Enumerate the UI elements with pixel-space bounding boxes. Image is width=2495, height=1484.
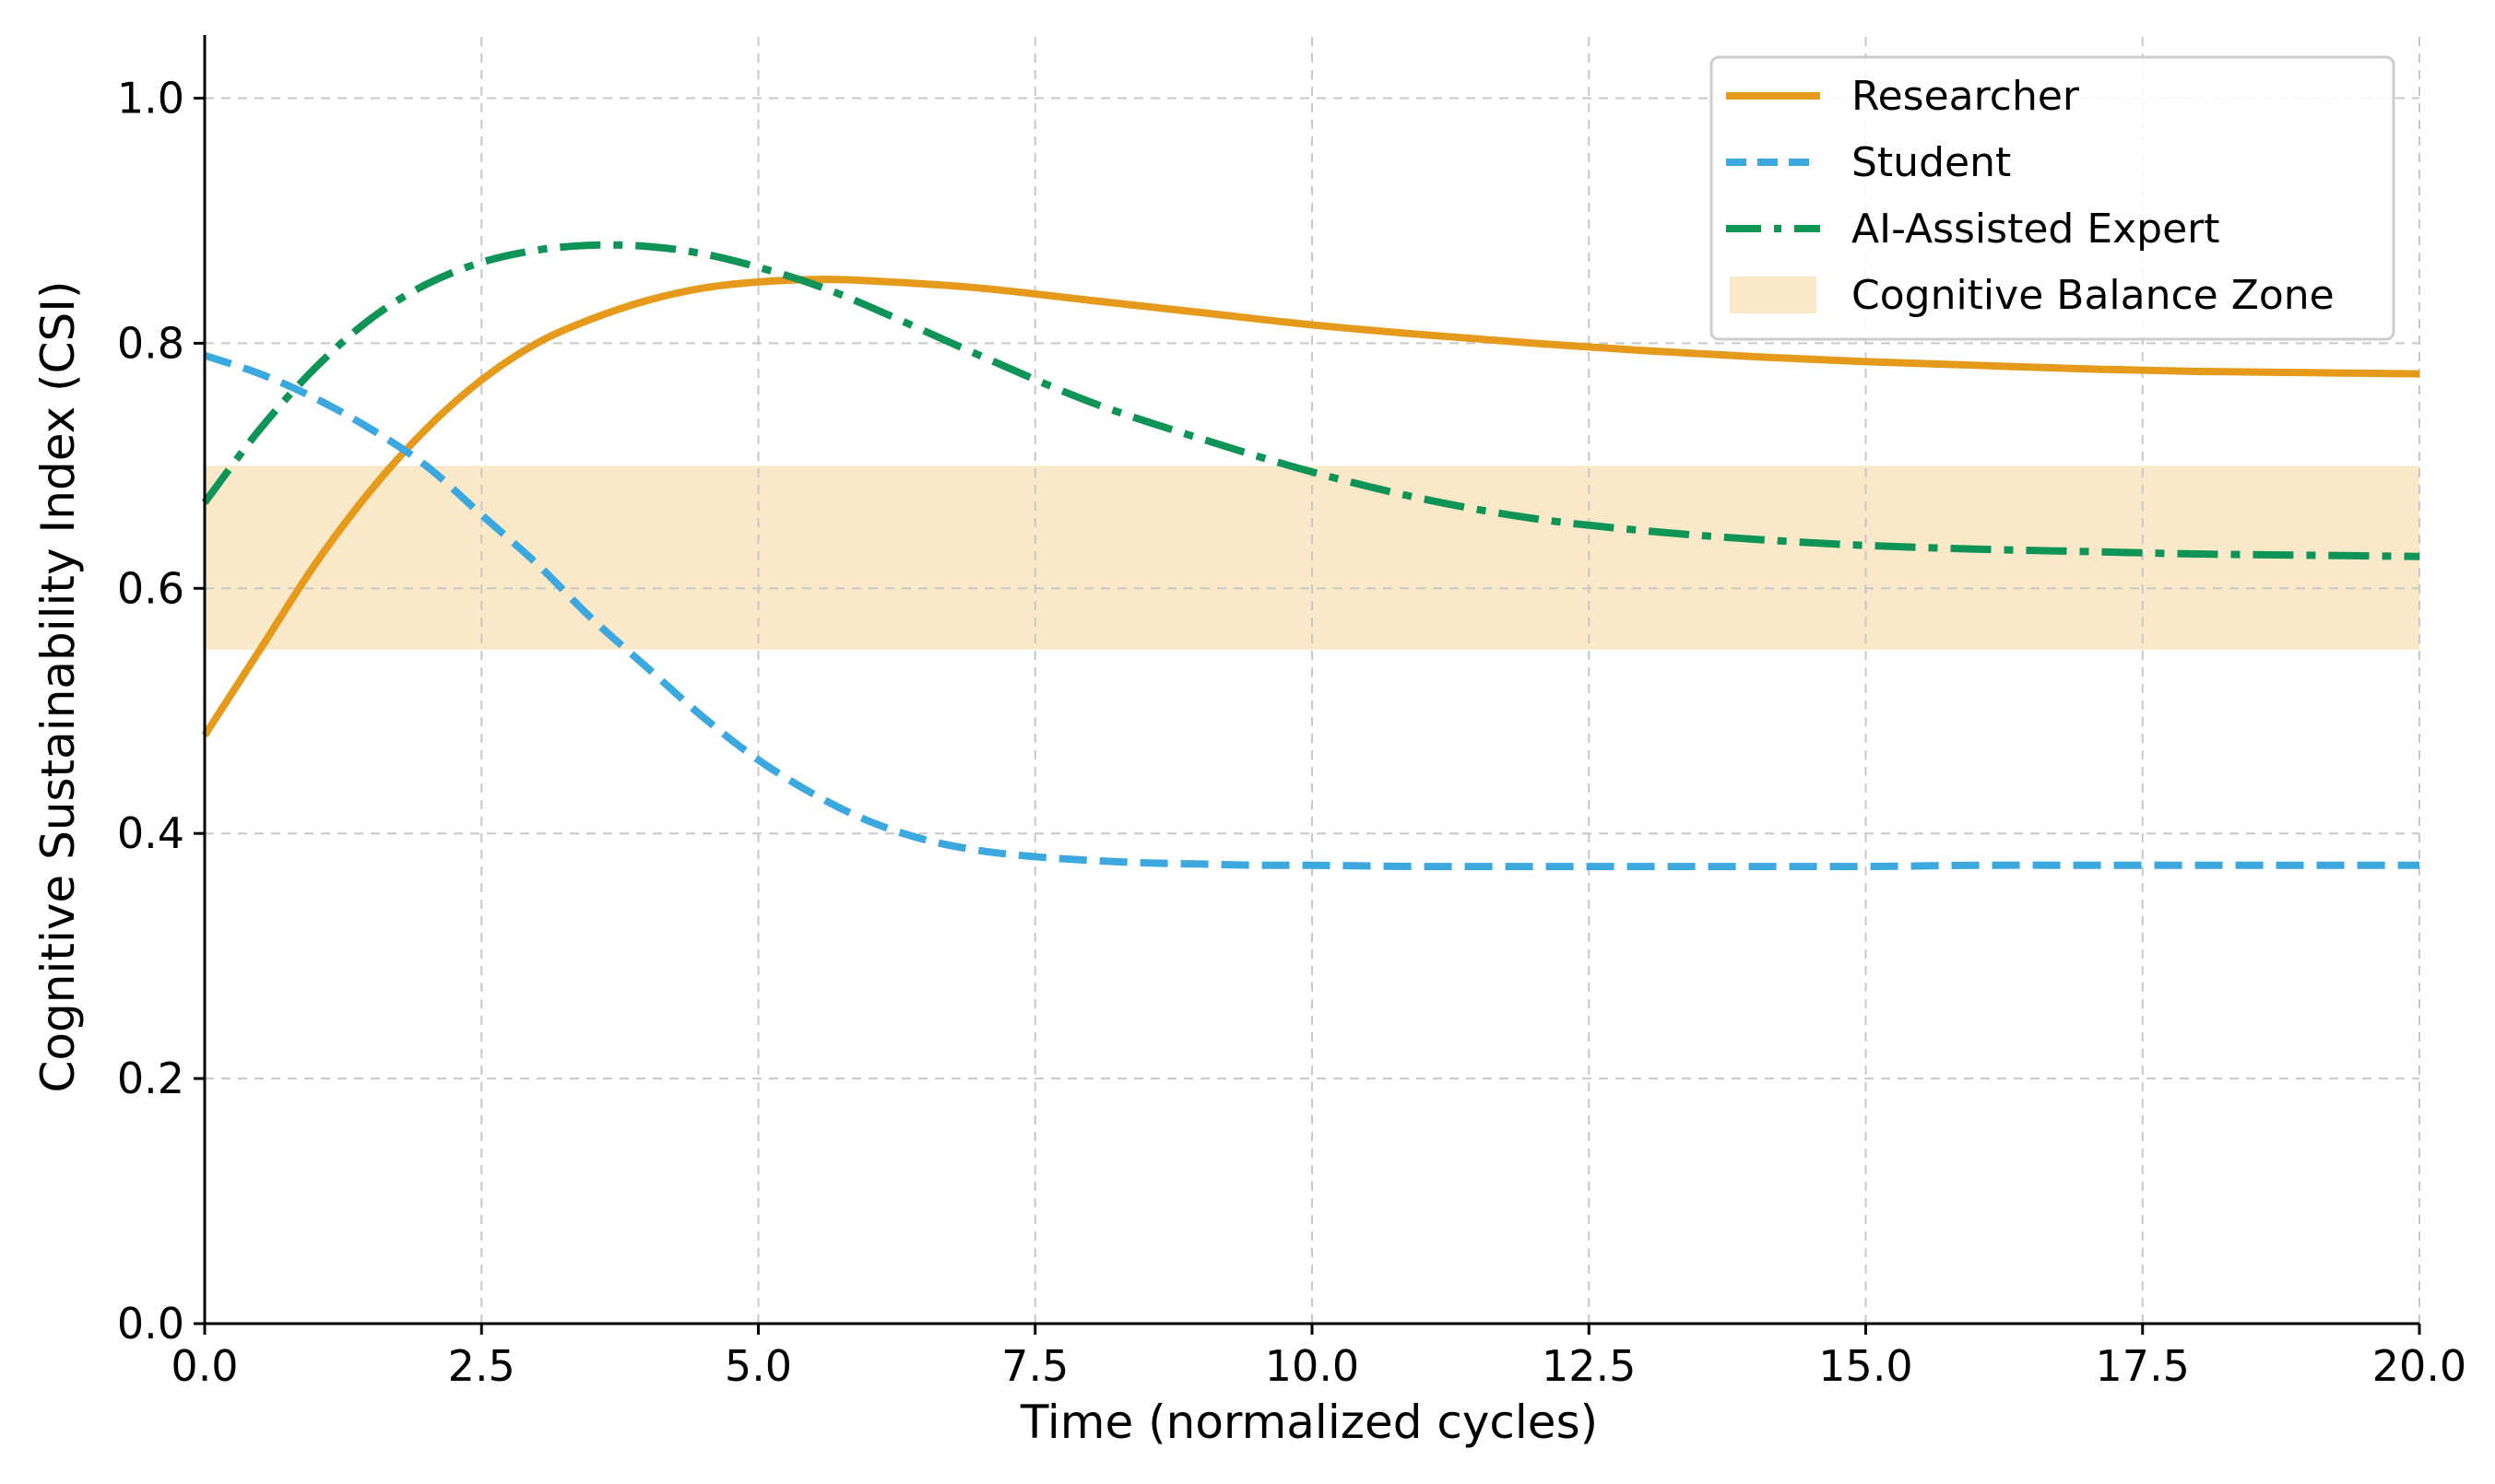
legend-student-label: Student [1851,139,2011,186]
legend-researcher-label: Researcher [1851,73,2080,120]
tick-labels: 0.0 2.5 5.0 7.5 10.0 12.5 15.0 17.5 20.0 0.0 0.2 0.… [117,73,2466,1391]
legend-ai-assisted-expert-label: AI-Assisted Expert [1851,206,2220,253]
y-tick-label: 0.0 [117,1299,184,1349]
legend-balance-zone-swatch [1730,277,1816,313]
x-tick-label: 5.0 [725,1341,792,1391]
x-tick-label: 20.0 [2372,1341,2466,1391]
y-tick-label: 0.8 [117,318,184,368]
y-tick-label: 0.4 [117,808,184,858]
legend-balance-zone-label: Cognitive Balance Zone [1851,272,2335,319]
y-tick-label: 0.2 [117,1054,184,1103]
x-tick-label: 7.5 [1001,1341,1069,1391]
x-tick-label: 15.0 [1818,1341,1912,1391]
x-tick-label: 12.5 [1542,1341,1636,1391]
x-axis-label: Time (normalized cycles) [1020,1396,1598,1449]
x-tick-label: 17.5 [2096,1341,2190,1391]
series-line-student [203,351,2420,871]
y-tick-label: 1.0 [117,73,184,123]
series-line-researcher [201,276,2420,737]
x-tick-label: 0.0 [171,1341,238,1391]
legend: Researcher Student AI-Assisted Expert Co… [1709,55,2395,341]
x-tick-label: 2.5 [448,1341,515,1391]
y-axis-label: Cognitive Sustainability Index (CSI) [31,281,85,1093]
series-line-ai-assisted-expert [201,241,2420,560]
axes [194,35,2421,1335]
y-tick-label: 0.6 [117,563,184,613]
legend-frame [1709,55,2395,341]
series-layer [201,241,2420,871]
x-tick-label: 10.0 [1265,1341,1359,1391]
